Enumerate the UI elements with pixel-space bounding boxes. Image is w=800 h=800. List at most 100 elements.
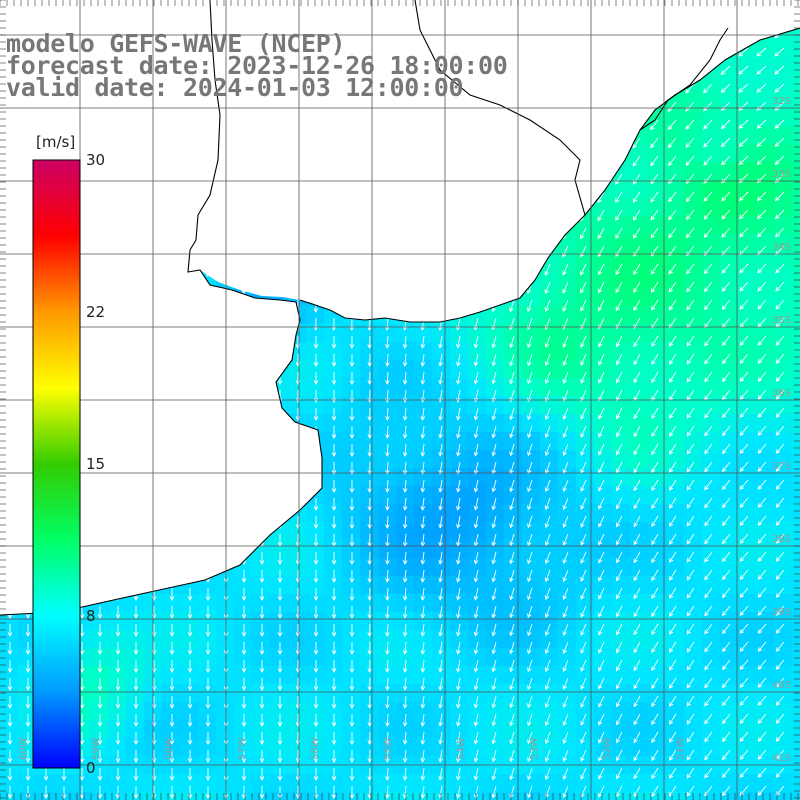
wind-arrow	[473, 605, 479, 619]
wind-arrow	[115, 714, 121, 727]
speed-cell	[432, 540, 451, 559]
speed-cell	[594, 234, 613, 253]
speed-cell	[576, 378, 595, 397]
wind-arrow	[544, 713, 551, 727]
wind-arrow	[544, 389, 551, 403]
speed-cell	[360, 504, 379, 523]
wind-arrow	[615, 425, 623, 438]
wind-arrow	[331, 426, 337, 439]
speed-cell	[432, 414, 451, 433]
speed-cell	[198, 738, 217, 757]
wind-arrow	[205, 642, 211, 655]
wind-arrow	[402, 371, 408, 385]
wind-arrow	[580, 623, 587, 636]
speed-cell	[648, 684, 667, 703]
wind-arrow	[7, 642, 13, 655]
speed-cell	[648, 342, 667, 361]
speed-cell	[774, 594, 793, 613]
wind-arrow	[527, 659, 533, 673]
speed-cell	[270, 774, 289, 793]
wind-arrow	[491, 605, 497, 619]
wind-arrow	[704, 335, 713, 347]
wind-arrow	[704, 425, 713, 437]
wind-arrow	[367, 407, 373, 421]
speed-cell	[648, 234, 667, 253]
speed-cell	[162, 774, 181, 793]
wind-arrow	[241, 660, 247, 673]
speed-cell	[486, 450, 505, 469]
speed-cell	[360, 576, 379, 595]
speed-cell	[756, 36, 775, 55]
speed-cell	[648, 216, 667, 235]
speed-cell	[288, 774, 307, 793]
speed-cell	[720, 360, 739, 379]
wind-arrow	[738, 119, 749, 129]
speed-cell	[432, 342, 451, 361]
wind-arrow	[438, 515, 443, 529]
speed-cell	[666, 594, 685, 613]
wind-arrow	[739, 443, 749, 454]
wind-arrow	[527, 713, 533, 727]
wind-arrow	[704, 659, 713, 671]
speed-cell	[792, 720, 800, 739]
wind-arrow	[579, 227, 587, 240]
speed-cell	[720, 108, 739, 127]
wind-arrow	[722, 371, 731, 383]
wind-arrow	[205, 624, 211, 637]
speed-cell	[216, 648, 235, 667]
wind-arrow	[775, 461, 785, 472]
speed-cell	[702, 666, 721, 685]
speed-cell	[306, 666, 325, 685]
wind-arrow	[241, 696, 247, 709]
wind-arrow	[757, 533, 767, 544]
wind-arrow	[491, 443, 497, 457]
speed-cell	[270, 594, 289, 613]
wind-arrow	[686, 623, 695, 635]
speed-cell	[396, 666, 415, 685]
wind-arrow	[402, 443, 408, 457]
speed-cell	[738, 594, 757, 613]
speed-cell	[18, 666, 37, 685]
speed-cell	[522, 306, 541, 325]
wind-arrow	[598, 713, 605, 726]
wind-arrow	[722, 713, 731, 725]
wind-arrow	[402, 515, 408, 529]
wind-arrow	[402, 587, 408, 601]
wind-arrow	[775, 659, 785, 670]
speed-cell	[684, 486, 703, 505]
wind-arrow	[473, 407, 479, 421]
speed-cell	[720, 306, 739, 325]
wind-arrow	[703, 191, 713, 202]
speed-cell	[288, 630, 307, 649]
wind-arrow	[703, 119, 713, 130]
wind-arrow	[349, 623, 355, 637]
wind-arrow	[562, 281, 569, 294]
wind-arrow	[349, 353, 355, 367]
wind-arrow	[79, 678, 85, 691]
wind-arrow	[580, 533, 587, 546]
speed-cell	[774, 252, 793, 271]
speed-cell	[630, 234, 649, 253]
wind-arrow	[277, 624, 283, 637]
wind-arrow	[562, 263, 569, 276]
speed-cell	[666, 504, 685, 523]
speed-cell	[522, 432, 541, 451]
speed-cell	[288, 396, 307, 415]
wind-arrow	[704, 695, 713, 707]
speed-cell	[576, 306, 595, 325]
wind-arrow	[473, 425, 479, 439]
wind-arrow	[420, 497, 426, 511]
wind-arrow	[402, 353, 408, 367]
speed-cell	[396, 360, 415, 379]
wind-arrow	[704, 317, 713, 329]
speed-cell	[486, 648, 505, 667]
speed-cell	[630, 252, 649, 271]
wind-arrow	[491, 407, 497, 421]
speed-cell	[666, 540, 685, 559]
speed-cell	[540, 648, 559, 667]
wind-arrow	[756, 191, 767, 202]
speed-cell	[774, 180, 793, 199]
speed-cell	[594, 342, 613, 361]
wind-arrow	[739, 263, 749, 274]
